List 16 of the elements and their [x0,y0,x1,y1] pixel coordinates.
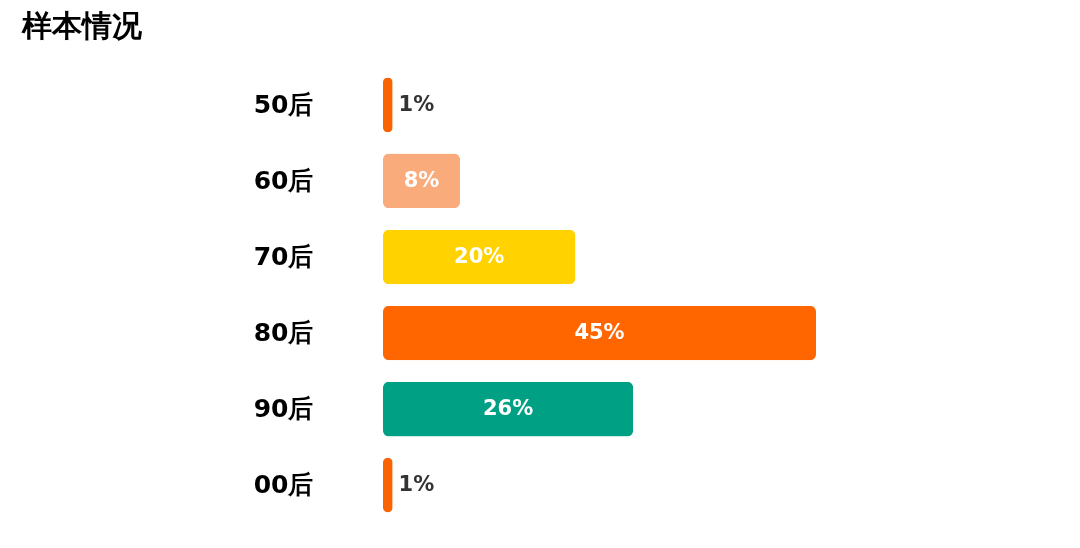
y-tick-label: 60后 [253,165,314,195]
data-label: 1% [398,91,435,116]
data-label: 8% [403,167,440,192]
y-tick-label: 00后 [253,470,314,500]
y-tick-label: 80后 [253,318,314,348]
data-label: 20% [454,243,505,268]
data-label: 1% [398,472,435,497]
y-tick-label: 70后 [253,241,314,271]
bar [383,305,816,361]
data-label: 26% [482,396,534,421]
bar [383,381,634,437]
y-tick-label: 50后 [253,89,314,119]
y-tick-label: 90后 [253,394,314,424]
text: 样本情况 [21,8,143,43]
data-label: 45% [574,320,625,345]
bar [383,229,576,285]
